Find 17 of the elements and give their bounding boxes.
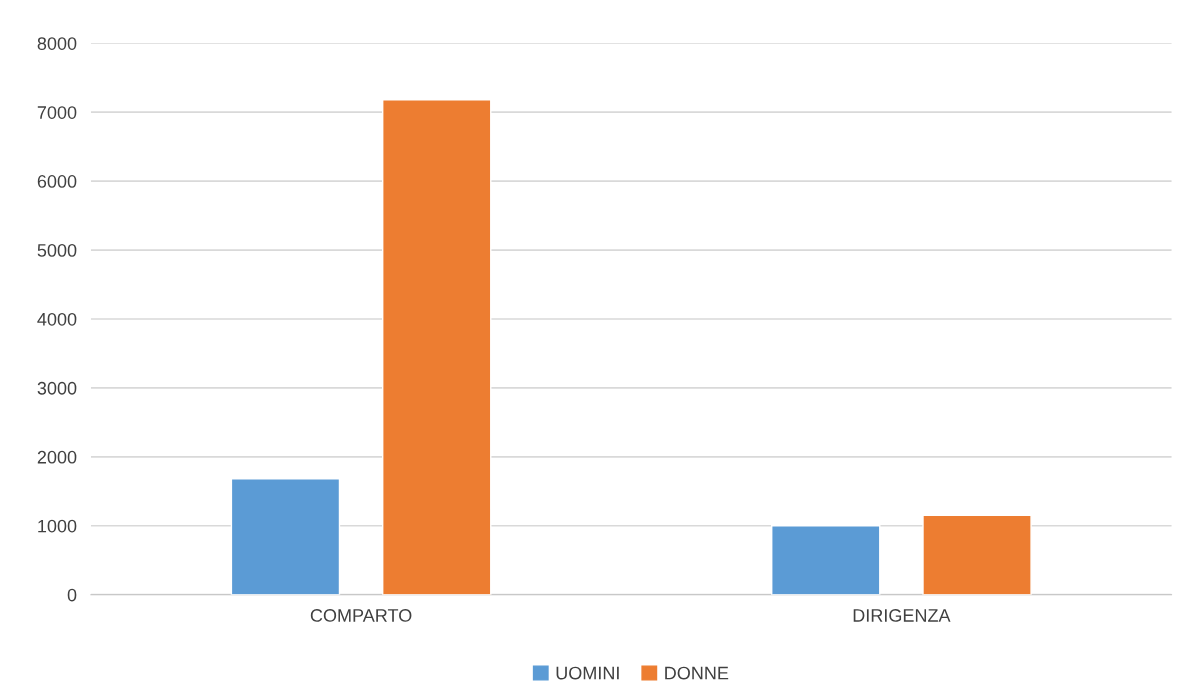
y-tick-label: 0 [67, 588, 77, 602]
y-tick-label: 7000 [37, 106, 77, 119]
legend-label: UOMINI [556, 666, 619, 680]
y-tick-label: 4000 [37, 312, 77, 326]
y-tick-label: 1000 [38, 519, 77, 533]
x-tick-label: COMPARTO [310, 609, 412, 622]
y-tick-label: 3000 [37, 381, 77, 395]
legend-label: DONNE [665, 666, 729, 680]
x-tick-label: DIRIGENZA [853, 609, 951, 622]
bar [922, 514, 1032, 595]
y-tick-label: 6000 [37, 175, 77, 188]
y-tick-label: 8000 [37, 37, 77, 50]
bar [230, 478, 341, 595]
bar [382, 99, 492, 595]
bar [771, 525, 881, 595]
y-tick-label: 5000 [37, 243, 77, 257]
y-tick-label: 2000 [37, 450, 77, 464]
